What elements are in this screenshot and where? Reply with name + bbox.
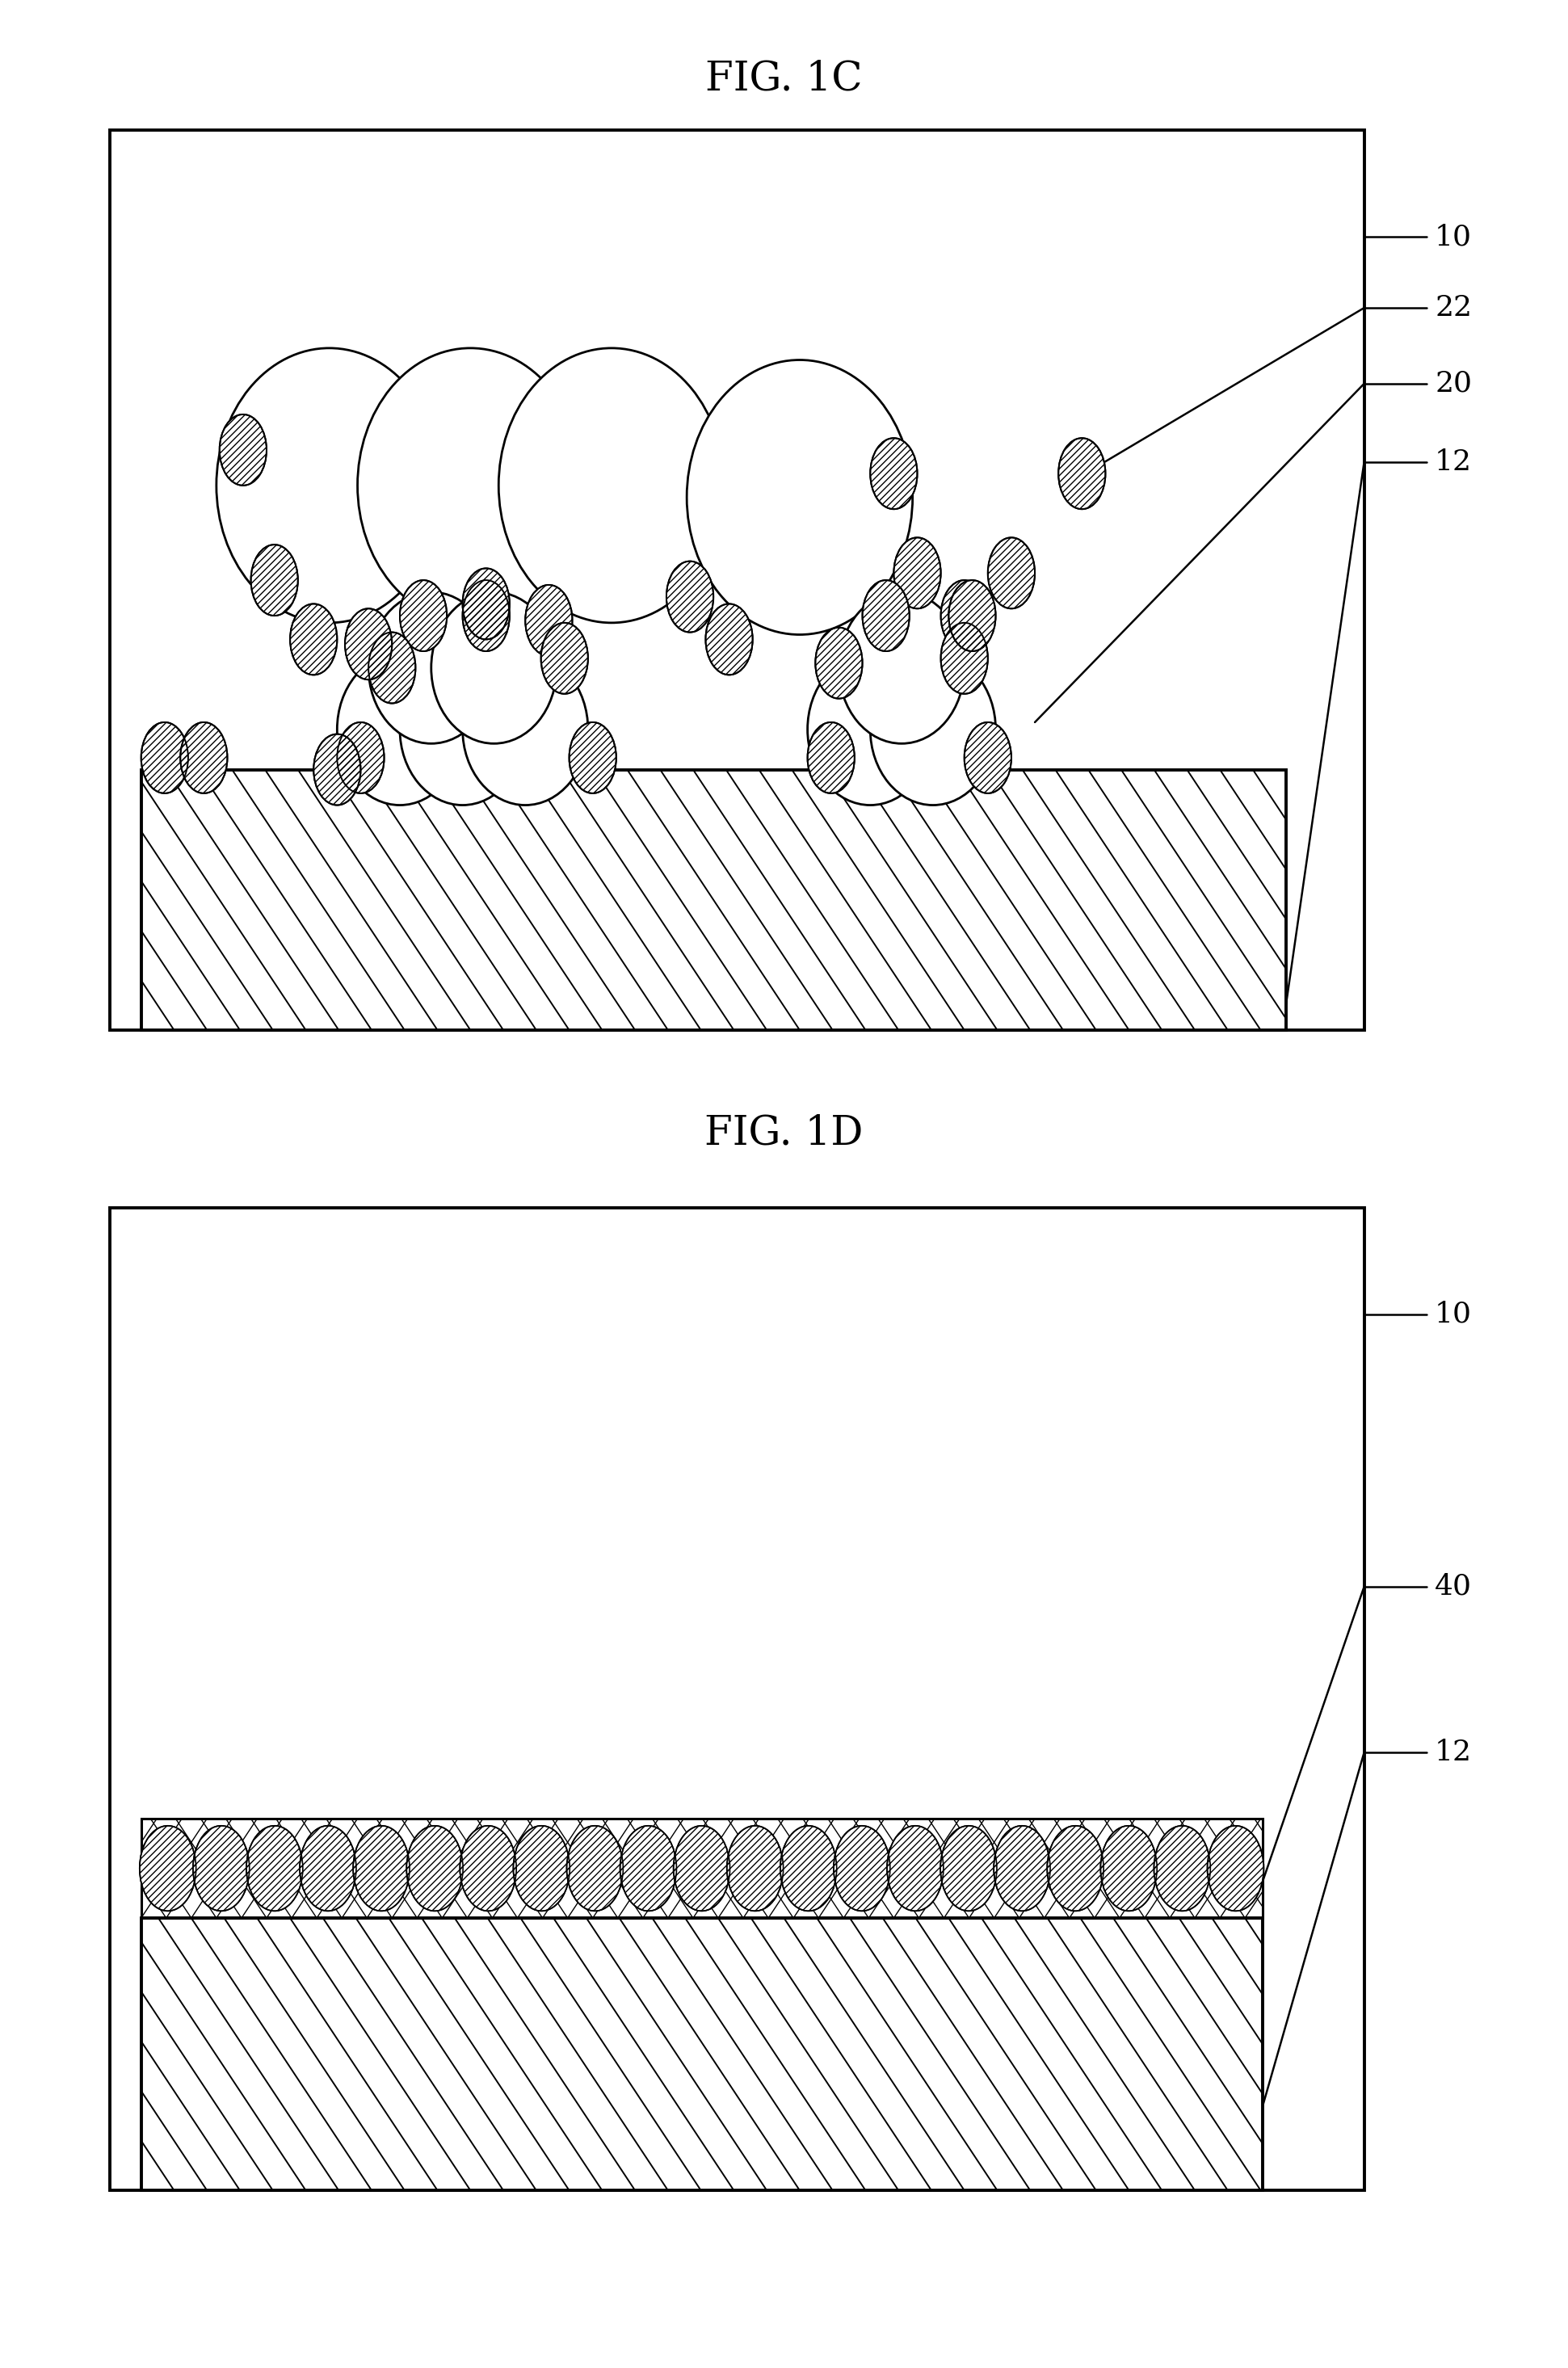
- Text: 20: 20: [1435, 369, 1472, 398]
- Ellipse shape: [687, 360, 913, 635]
- Circle shape: [406, 1826, 463, 1911]
- Circle shape: [400, 580, 447, 651]
- Circle shape: [337, 722, 384, 793]
- Ellipse shape: [400, 654, 525, 805]
- Circle shape: [994, 1826, 1051, 1911]
- Circle shape: [541, 623, 588, 694]
- Circle shape: [368, 632, 416, 703]
- Circle shape: [353, 1826, 409, 1911]
- Text: 40: 40: [1435, 1572, 1472, 1601]
- Circle shape: [1101, 1826, 1157, 1911]
- Circle shape: [220, 414, 267, 485]
- Text: 10: 10: [1435, 223, 1472, 251]
- Bar: [141, 770, 1286, 1030]
- Circle shape: [870, 438, 917, 509]
- Ellipse shape: [368, 592, 494, 744]
- Ellipse shape: [216, 348, 442, 623]
- Circle shape: [141, 722, 188, 793]
- Circle shape: [728, 1826, 784, 1911]
- Ellipse shape: [870, 654, 996, 805]
- Bar: [141, 1819, 1262, 1918]
- Ellipse shape: [358, 348, 583, 623]
- Circle shape: [781, 1826, 837, 1911]
- Circle shape: [834, 1826, 891, 1911]
- Text: 22: 22: [1435, 294, 1472, 322]
- Circle shape: [949, 580, 996, 651]
- Bar: [110, 1208, 1364, 2190]
- Circle shape: [1154, 1826, 1210, 1911]
- Circle shape: [1207, 1826, 1264, 1911]
- Circle shape: [808, 722, 855, 793]
- Circle shape: [941, 580, 988, 651]
- Circle shape: [459, 1826, 516, 1911]
- Circle shape: [619, 1826, 676, 1911]
- Circle shape: [140, 1826, 196, 1911]
- Circle shape: [463, 580, 510, 651]
- Ellipse shape: [463, 654, 588, 805]
- Circle shape: [513, 1826, 569, 1911]
- Circle shape: [193, 1826, 249, 1911]
- Circle shape: [887, 1826, 944, 1911]
- Bar: [141, 1918, 1262, 2190]
- Circle shape: [894, 538, 941, 609]
- Circle shape: [290, 604, 337, 675]
- Circle shape: [180, 722, 227, 793]
- Circle shape: [666, 561, 713, 632]
- Circle shape: [314, 734, 361, 805]
- Bar: [141, 770, 1286, 1030]
- Circle shape: [964, 722, 1011, 793]
- Bar: [141, 1918, 1262, 2190]
- Bar: [141, 1819, 1262, 1918]
- Ellipse shape: [431, 592, 557, 744]
- Circle shape: [988, 538, 1035, 609]
- Circle shape: [246, 1826, 303, 1911]
- Ellipse shape: [839, 592, 964, 744]
- Ellipse shape: [499, 348, 724, 623]
- Circle shape: [941, 1826, 997, 1911]
- Circle shape: [345, 609, 392, 680]
- Circle shape: [463, 568, 510, 639]
- Circle shape: [815, 628, 862, 699]
- Circle shape: [251, 545, 298, 616]
- Circle shape: [862, 580, 909, 651]
- Circle shape: [1058, 438, 1105, 509]
- Circle shape: [569, 722, 616, 793]
- Circle shape: [941, 623, 988, 694]
- Bar: [110, 130, 1364, 1030]
- Circle shape: [566, 1826, 622, 1911]
- Circle shape: [525, 585, 572, 656]
- Ellipse shape: [808, 654, 933, 805]
- Text: FIG. 1D: FIG. 1D: [704, 1113, 864, 1153]
- Text: FIG. 1C: FIG. 1C: [706, 59, 862, 99]
- Circle shape: [673, 1826, 731, 1911]
- Circle shape: [706, 604, 753, 675]
- Text: 12: 12: [1435, 448, 1472, 476]
- Ellipse shape: [337, 654, 463, 805]
- Text: 12: 12: [1435, 1738, 1472, 1767]
- Text: 10: 10: [1435, 1300, 1472, 1328]
- Circle shape: [299, 1826, 356, 1911]
- Circle shape: [1047, 1826, 1104, 1911]
